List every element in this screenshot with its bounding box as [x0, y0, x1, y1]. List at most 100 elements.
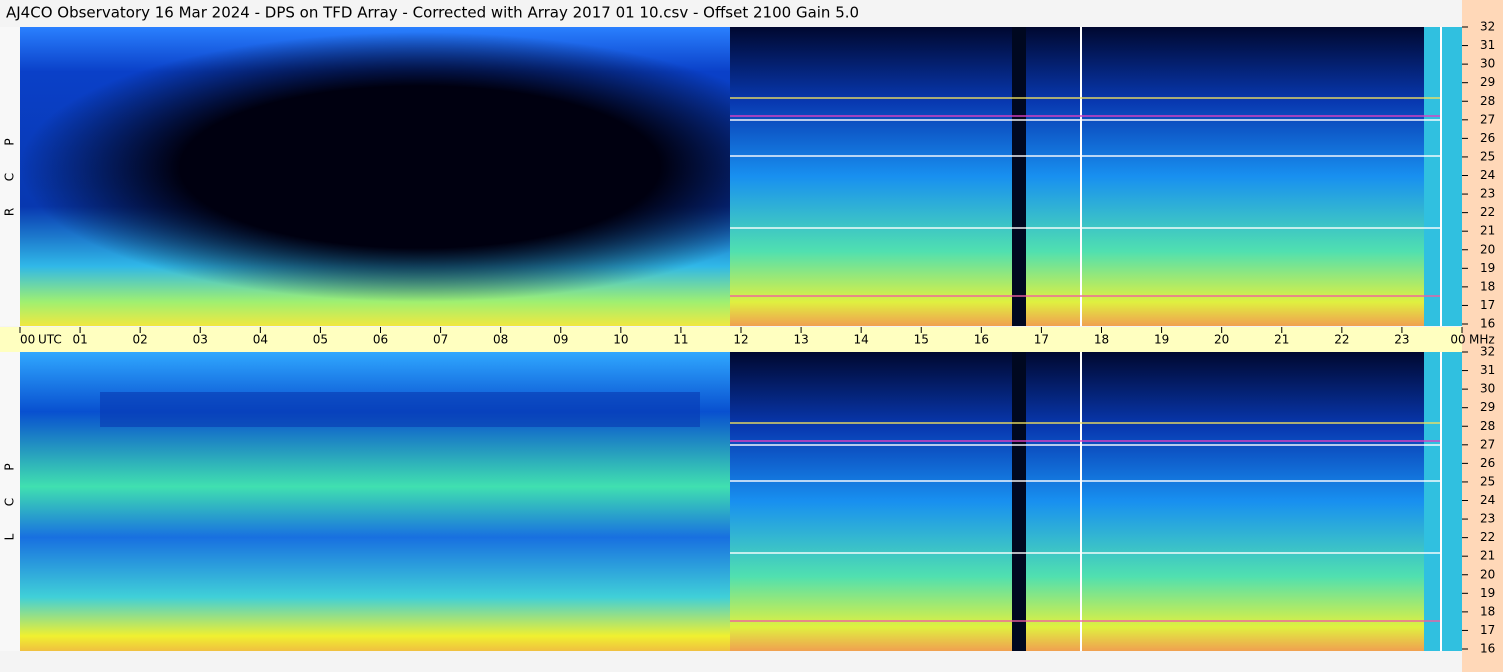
- time-label: 14: [854, 333, 869, 347]
- time-label: 15: [914, 333, 929, 347]
- panel-letter: P: [3, 138, 17, 145]
- freq-label: 20: [1480, 567, 1495, 581]
- time-label: 00: [1450, 333, 1465, 347]
- white-column: [1440, 352, 1442, 651]
- freq-label: 26: [1480, 131, 1495, 145]
- interference-line: [730, 295, 1440, 297]
- spectrogram-panel: [0, 27, 1462, 326]
- edge-strip: [1424, 27, 1462, 326]
- freq-label: 17: [1480, 623, 1495, 637]
- time-label: 18: [1094, 333, 1109, 347]
- freq-label: 25: [1480, 474, 1495, 488]
- time-label: 13: [793, 333, 808, 347]
- white-column: [1080, 27, 1082, 326]
- interference-line: [730, 155, 1440, 157]
- time-label: 10: [613, 333, 628, 347]
- freq-label: 32: [1480, 345, 1495, 359]
- time-label: 19: [1154, 333, 1169, 347]
- freq-label: 24: [1480, 168, 1495, 182]
- time-label: 07: [433, 333, 448, 347]
- panel-letter: R: [3, 208, 17, 216]
- time-label: 12: [733, 333, 748, 347]
- freq-label: 20: [1480, 242, 1495, 256]
- edge-strip: [1424, 352, 1462, 651]
- day-part: [730, 27, 1440, 326]
- freq-label: 28: [1480, 419, 1495, 433]
- white-column: [1080, 352, 1082, 651]
- time-label: 02: [133, 333, 148, 347]
- dark-band: [100, 392, 700, 427]
- freq-label: 19: [1480, 261, 1495, 275]
- time-label: 23: [1394, 333, 1409, 347]
- panel-letter: C: [3, 173, 17, 181]
- freq-label: 27: [1480, 112, 1495, 126]
- strip: [0, 352, 20, 651]
- panels: [0, 27, 1462, 651]
- freq-label: 24: [1480, 493, 1495, 507]
- title: AJ4CO Observatory 16 Mar 2024 - DPS on T…: [6, 4, 859, 22]
- freq-label: 29: [1480, 75, 1495, 89]
- freq-label: 19: [1480, 586, 1495, 600]
- time-label: 06: [373, 333, 388, 347]
- interference-line: [730, 115, 1440, 117]
- interference-line: [730, 422, 1440, 424]
- freq-label: 18: [1480, 279, 1495, 293]
- spectrogram-panel: [0, 352, 1462, 651]
- freq-label: 28: [1480, 94, 1495, 108]
- freq-label: 23: [1480, 187, 1495, 201]
- frequency-strip: [1462, 0, 1503, 672]
- interference-line: [730, 97, 1440, 99]
- time-label: 01: [72, 333, 87, 347]
- time-label: 16: [974, 333, 989, 347]
- freq-label: 31: [1480, 363, 1495, 377]
- freq-label: 21: [1480, 549, 1495, 563]
- freq-label: 22: [1480, 530, 1495, 544]
- strip: [0, 27, 20, 326]
- freq-label: 22: [1480, 205, 1495, 219]
- freq-label: 21: [1480, 224, 1495, 238]
- interference-line: [730, 444, 1440, 446]
- interference-line: [730, 480, 1440, 482]
- panel-letter: L: [3, 533, 17, 540]
- time-label: 20: [1214, 333, 1229, 347]
- time-strip: [0, 327, 1462, 352]
- freq-label: 17: [1480, 298, 1495, 312]
- freq-label: 30: [1480, 382, 1495, 396]
- white-column: [1440, 27, 1442, 326]
- freq-label: 25: [1480, 149, 1495, 163]
- freq-label: 18: [1480, 604, 1495, 618]
- freq-label: 29: [1480, 400, 1495, 414]
- time-label: 03: [193, 333, 208, 347]
- time-label: 17: [1034, 333, 1049, 347]
- labels: R C P 32 31 30 29 28 27 26 25 24 23 22 21 20 19 18 17 16 L C P…: [3, 20, 1496, 656]
- freq-label: 32: [1480, 20, 1495, 34]
- time-label: 05: [313, 333, 328, 347]
- panel-letter: C: [3, 498, 17, 506]
- time-label: 22: [1334, 333, 1349, 347]
- time-label: 00: [20, 333, 35, 347]
- interference-line: [730, 227, 1440, 229]
- title-bar: [0, 0, 1503, 27]
- freq-label: 16: [1480, 642, 1495, 656]
- interference-line: [730, 552, 1440, 554]
- time-label: 21: [1274, 333, 1289, 347]
- freq-label: 23: [1480, 512, 1495, 526]
- interference-line: [730, 620, 1440, 622]
- panel-letter: P: [3, 463, 17, 470]
- freq-label: 30: [1480, 57, 1495, 71]
- time-label: 04: [253, 333, 268, 347]
- freq-label: 26: [1480, 456, 1495, 470]
- dark-column: [1012, 27, 1026, 326]
- freq-label: 31: [1480, 38, 1495, 52]
- day-part: [730, 352, 1440, 651]
- time-label: 11: [673, 333, 688, 347]
- dark-region: [20, 32, 820, 302]
- dark-column: [1012, 352, 1026, 651]
- time-label: 08: [493, 333, 508, 347]
- time-unit: UTC: [38, 333, 62, 347]
- freq-unit: MHz: [1469, 333, 1495, 347]
- freq-label: 16: [1480, 317, 1495, 331]
- interference-line: [730, 119, 1440, 121]
- time-label: 09: [553, 333, 568, 347]
